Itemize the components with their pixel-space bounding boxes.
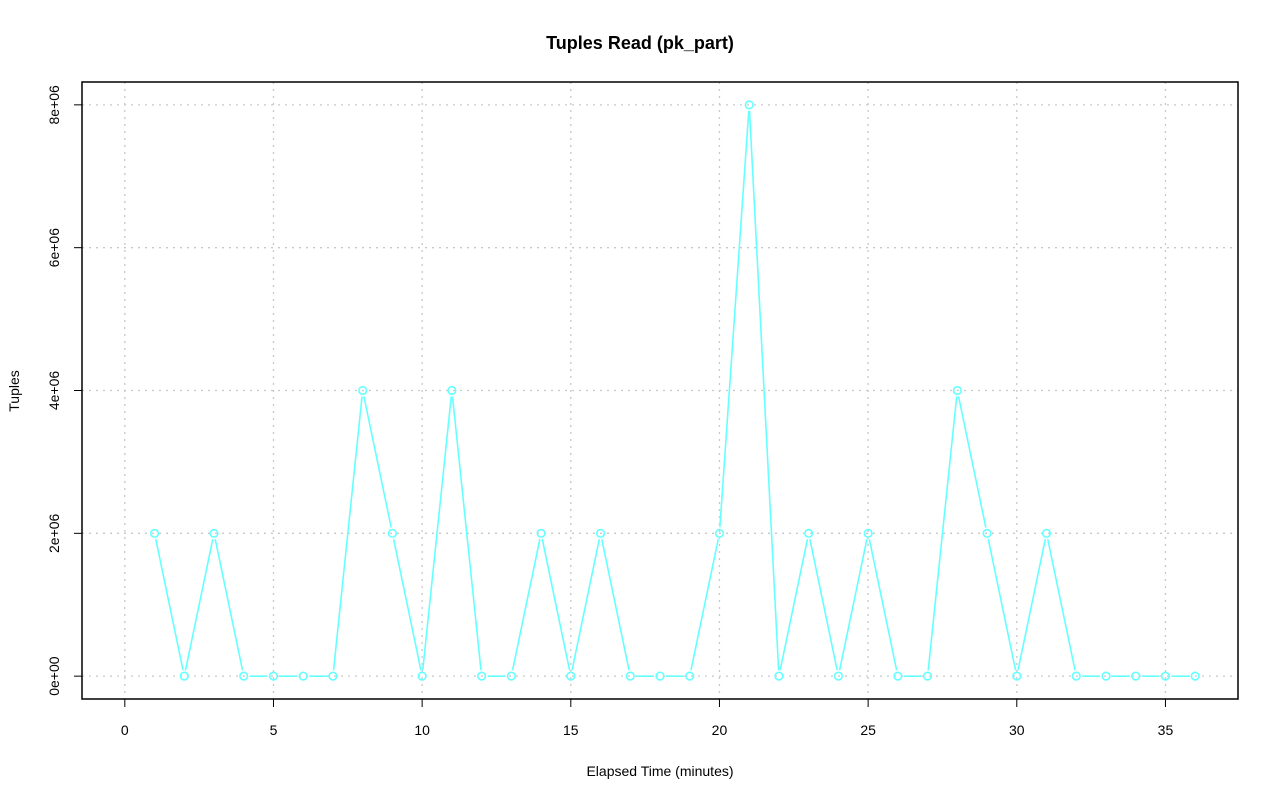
data-point (744, 100, 754, 110)
x-tick-label: 25 (860, 722, 876, 738)
x-tick-label: 20 (712, 722, 728, 738)
series-line-segment (571, 539, 601, 671)
x-tick-label: 15 (563, 722, 579, 738)
data-point (774, 671, 784, 681)
data-point (685, 671, 695, 681)
series-line-segment (154, 539, 184, 671)
data-point (209, 528, 219, 538)
series-line-segment (779, 539, 809, 671)
series-line-segment (363, 396, 392, 528)
data-point (477, 671, 487, 681)
series-line-segment (392, 539, 422, 671)
series-line-segment (332, 396, 363, 671)
data-point (952, 385, 962, 396)
series-line-segment (451, 396, 482, 671)
data-point (922, 671, 933, 681)
x-tick-label: 0 (121, 722, 129, 738)
data-point (417, 671, 427, 681)
series-line-segment (541, 539, 571, 671)
y-tick-label: 8e+06 (46, 85, 62, 125)
series-line-segment (748, 110, 780, 671)
series-line-segment (1017, 539, 1047, 671)
data-point (387, 528, 398, 538)
y-tick-label: 2e+06 (46, 513, 62, 553)
y-tick-label: 6e+06 (46, 228, 62, 268)
data-point (179, 671, 189, 681)
data-point (1012, 671, 1022, 681)
data-point (982, 528, 992, 538)
data-point (328, 671, 338, 681)
data-point (863, 528, 873, 538)
grid (82, 82, 1238, 699)
x-tick-label: 5 (270, 722, 278, 738)
data-point (1190, 671, 1200, 681)
series-line-segment (184, 539, 214, 671)
data-point (804, 528, 814, 538)
data-point (714, 528, 725, 538)
x-tick-label: 10 (414, 722, 430, 738)
data-point (149, 528, 160, 538)
data-point (1131, 671, 1141, 681)
series-line-segment (421, 396, 453, 671)
data-point (893, 671, 903, 681)
series-line-segment (987, 539, 1017, 671)
y-axis-label: Tuples (6, 370, 22, 412)
data-point (447, 385, 457, 396)
series-line-segment (1046, 539, 1076, 671)
series-line-segment (719, 110, 750, 528)
data-point (506, 671, 516, 681)
data-point (1071, 671, 1081, 681)
data-point (1041, 528, 1052, 538)
series-line-segment (511, 539, 541, 671)
data-point (566, 671, 576, 681)
data-point (358, 385, 368, 396)
series-line-segment (214, 539, 244, 671)
series-line-segment (838, 539, 868, 671)
series-line-segment (809, 539, 838, 671)
x-tick-label: 35 (1158, 722, 1174, 738)
data-point (239, 671, 249, 681)
series-line-segment (957, 396, 987, 528)
series-line-segment (600, 539, 630, 671)
data-point (833, 671, 843, 681)
chart-title: Tuples Read (pk_part) (546, 33, 734, 53)
y-tick-label: 4e+06 (46, 371, 62, 411)
data-point (536, 528, 546, 538)
y-tick-label: 0e+00 (46, 656, 62, 696)
data-point (298, 671, 308, 681)
series-line-segment (690, 539, 720, 671)
data-point (655, 671, 665, 681)
data-point (268, 671, 279, 681)
series-line-segment (927, 396, 958, 671)
axes: 0 5 10 15 20 25 30 35 0e+00 2e+06 4e+06 6e+06 8e+06 (46, 85, 1173, 738)
x-axis-label: Elapsed Time (minutes) (586, 763, 733, 779)
series-layer (149, 100, 1200, 681)
data-point (1160, 671, 1171, 681)
data-point (595, 528, 606, 538)
x-tick-label: 30 (1009, 722, 1025, 738)
data-point (1101, 671, 1111, 681)
data-point (625, 671, 635, 681)
series-line-segment (868, 539, 898, 671)
